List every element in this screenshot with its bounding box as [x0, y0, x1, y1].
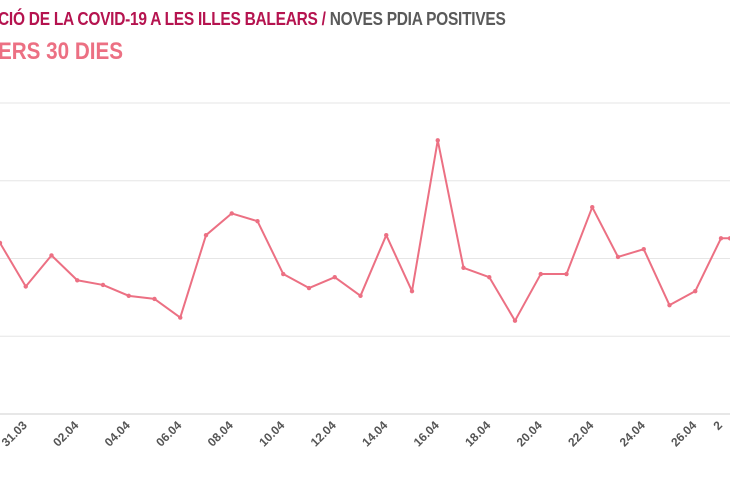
x-tick-label: 14.04	[359, 418, 390, 449]
data-point	[358, 293, 363, 299]
data-point	[126, 293, 131, 299]
data-point	[178, 315, 183, 320]
x-tick-label: 08.04	[205, 418, 236, 449]
data-point	[229, 211, 234, 216]
data-point	[615, 254, 621, 260]
chart-title: CIÓ DE LA COVID-19 A LES ILLES BALEARS /…	[0, 9, 506, 30]
data-point	[435, 138, 440, 143]
data-point	[306, 285, 312, 291]
data-point	[49, 253, 54, 258]
data-point	[590, 204, 595, 210]
data-point	[384, 232, 389, 238]
data-point	[100, 282, 106, 288]
data-point	[641, 246, 646, 252]
x-tick-label: 22.04	[565, 418, 596, 449]
data-point	[487, 274, 492, 280]
data-point	[152, 296, 157, 302]
data-point	[0, 240, 3, 246]
x-tick-label: 26.04	[668, 418, 699, 449]
x-tick-label: 16.04	[411, 418, 442, 449]
chart-title-metric: NOVES PDIA POSITIVES	[329, 9, 506, 29]
data-point	[667, 302, 672, 308]
chart-subtitle: ERS 30 DIES	[0, 38, 124, 65]
data-point	[281, 271, 286, 277]
x-tick-label: 04.04	[102, 418, 133, 449]
data-point	[693, 288, 698, 294]
data-point	[75, 278, 80, 283]
x-tick-label: 31.03	[0, 418, 30, 449]
data-point	[718, 236, 724, 241]
x-tick-label: 18.04	[462, 418, 493, 449]
x-tick-label: 06.04	[153, 418, 184, 449]
x-tick-label-cut: 2	[710, 418, 725, 433]
x-tick-label: 02.04	[50, 418, 81, 449]
data-point	[409, 288, 415, 294]
x-tick-label: 24.04	[617, 418, 648, 449]
data-point	[23, 284, 28, 289]
chart-title-main: CIÓ DE LA COVID-19 A LES ILLES BALEARS /	[0, 9, 326, 29]
data-point	[727, 236, 730, 241]
data-point	[255, 218, 260, 224]
data-point	[203, 232, 209, 238]
data-point	[332, 274, 337, 280]
series-line	[0, 139, 730, 322]
data-point	[512, 318, 518, 323]
x-tick-label: 20.04	[514, 418, 545, 449]
x-tick-label: 10.04	[256, 418, 287, 449]
data-point	[538, 271, 543, 277]
x-tick-label: 12.04	[308, 418, 339, 449]
data-point	[564, 271, 569, 277]
data-point	[461, 265, 466, 271]
